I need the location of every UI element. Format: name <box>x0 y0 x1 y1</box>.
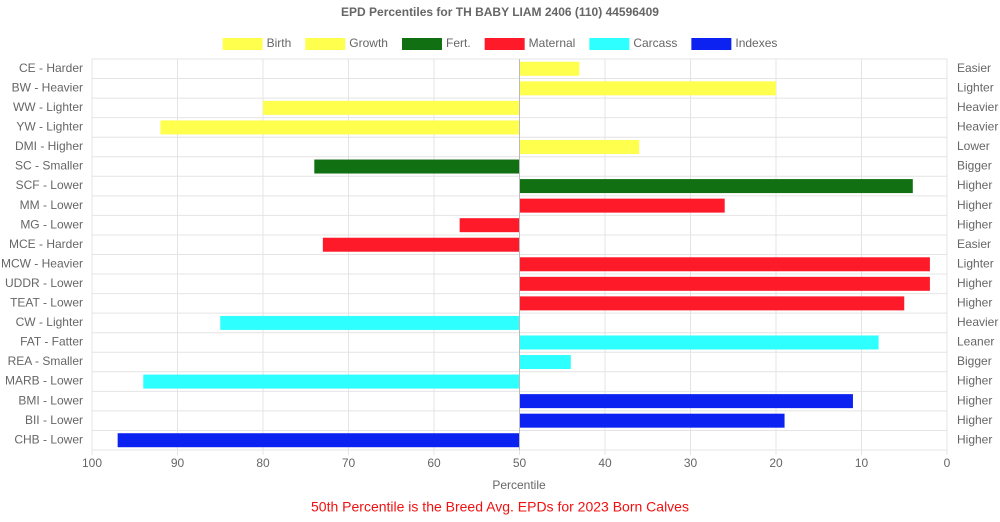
category-label: SC - Smaller <box>15 159 83 173</box>
legend-label: Growth <box>349 36 388 50</box>
bar <box>459 218 520 233</box>
legend-item[interactable]: Indexes <box>691 36 777 50</box>
bar <box>519 257 930 272</box>
right-label: Lower <box>957 139 990 153</box>
category-label: MCW - Heavier <box>1 256 83 270</box>
right-label: Bigger <box>957 159 992 173</box>
category-label: TEAT - Lower <box>10 296 83 310</box>
category-label: WW - Lighter <box>13 100 83 114</box>
x-tick-label: 80 <box>256 456 270 470</box>
right-label: Higher <box>957 296 992 310</box>
legend-swatch <box>401 38 442 50</box>
legend-swatch <box>589 38 630 50</box>
legend-label: Carcass <box>633 36 677 50</box>
category-label: DMI - Higher <box>15 139 83 153</box>
category-label: MG - Lower <box>20 217 83 231</box>
bar <box>519 81 776 96</box>
category-label: CW - Lighter <box>16 315 83 329</box>
x-tick-label: 90 <box>171 456 185 470</box>
right-label: Easier <box>957 237 991 251</box>
category-label: MARB - Lower <box>5 374 83 388</box>
x-tick-label: 60 <box>427 456 441 470</box>
bar <box>519 198 725 213</box>
right-label: Easier <box>957 61 991 75</box>
x-tick-label: 100 <box>82 456 102 470</box>
x-tick-label: 70 <box>342 456 356 470</box>
right-label: Higher <box>957 374 992 388</box>
category-label: SCF - Lower <box>16 178 83 192</box>
bar <box>160 120 520 135</box>
bar <box>519 413 785 428</box>
legend-label: Fert. <box>446 36 471 50</box>
legend-item[interactable]: Fert. <box>401 36 471 50</box>
category-label: BII - Lower <box>25 413 83 427</box>
right-label: Leaner <box>957 335 994 349</box>
bar <box>143 374 520 389</box>
legend-swatch <box>484 38 525 50</box>
legend-swatch <box>222 38 263 50</box>
right-label: Higher <box>957 198 992 212</box>
bar <box>519 179 913 194</box>
category-label: BW - Heavier <box>12 80 83 94</box>
legend-label: Maternal <box>529 36 576 50</box>
legend-label: Birth <box>267 36 292 50</box>
category-label: YW - Lighter <box>16 120 83 134</box>
legend-swatch <box>691 38 732 50</box>
category-label: BMI - Lower <box>18 393 83 407</box>
right-label: Heavier <box>957 100 998 114</box>
x-tick-label: 40 <box>598 456 612 470</box>
footnote: 50th Percentile is the Breed Avg. EPDs f… <box>311 499 689 515</box>
legend-swatch <box>305 38 346 50</box>
category-label: CHB - Lower <box>14 432 83 446</box>
chart-title: EPD Percentiles for TH BABY LIAM 2406 (1… <box>341 5 659 19</box>
legend-item[interactable]: Maternal <box>484 36 576 50</box>
category-label: MCE - Harder <box>9 237 83 251</box>
right-label: Lighter <box>957 80 994 94</box>
category-label: UDDR - Lower <box>5 276 83 290</box>
right-label: Higher <box>957 393 992 407</box>
bar <box>519 296 905 311</box>
category-label: CE - Harder <box>19 61 83 75</box>
bar <box>519 61 580 76</box>
bar <box>519 355 571 370</box>
category-label: MM - Lower <box>20 198 83 212</box>
right-label: Higher <box>957 413 992 427</box>
legend-item[interactable]: Birth <box>222 36 292 50</box>
bar <box>519 139 640 154</box>
x-tick-label: 10 <box>855 456 869 470</box>
category-label: REA - Smaller <box>8 354 83 368</box>
bar <box>519 276 930 291</box>
x-tick-label: 50 <box>513 456 527 470</box>
legend-item[interactable]: Carcass <box>589 36 677 50</box>
x-tick-label: 20 <box>769 456 783 470</box>
category-label: FAT - Fatter <box>20 335 83 349</box>
bar <box>117 433 520 448</box>
right-label: Bigger <box>957 354 992 368</box>
x-tick-label: 30 <box>684 456 698 470</box>
right-label: Higher <box>957 276 992 290</box>
right-label: Heavier <box>957 120 998 134</box>
legend-label: Indexes <box>735 36 777 50</box>
legend-item[interactable]: Growth <box>305 36 388 50</box>
right-label: Higher <box>957 432 992 446</box>
x-tick-label: 0 <box>944 456 951 470</box>
bar <box>314 159 520 174</box>
right-label: Higher <box>957 217 992 231</box>
x-axis-label: Percentile <box>492 478 546 492</box>
right-label: Lighter <box>957 256 994 270</box>
bar <box>322 237 520 252</box>
right-label: Higher <box>957 178 992 192</box>
bar <box>220 315 520 330</box>
bar <box>263 100 520 115</box>
right-label: Heavier <box>957 315 998 329</box>
bar <box>519 335 879 350</box>
bar <box>519 394 853 409</box>
